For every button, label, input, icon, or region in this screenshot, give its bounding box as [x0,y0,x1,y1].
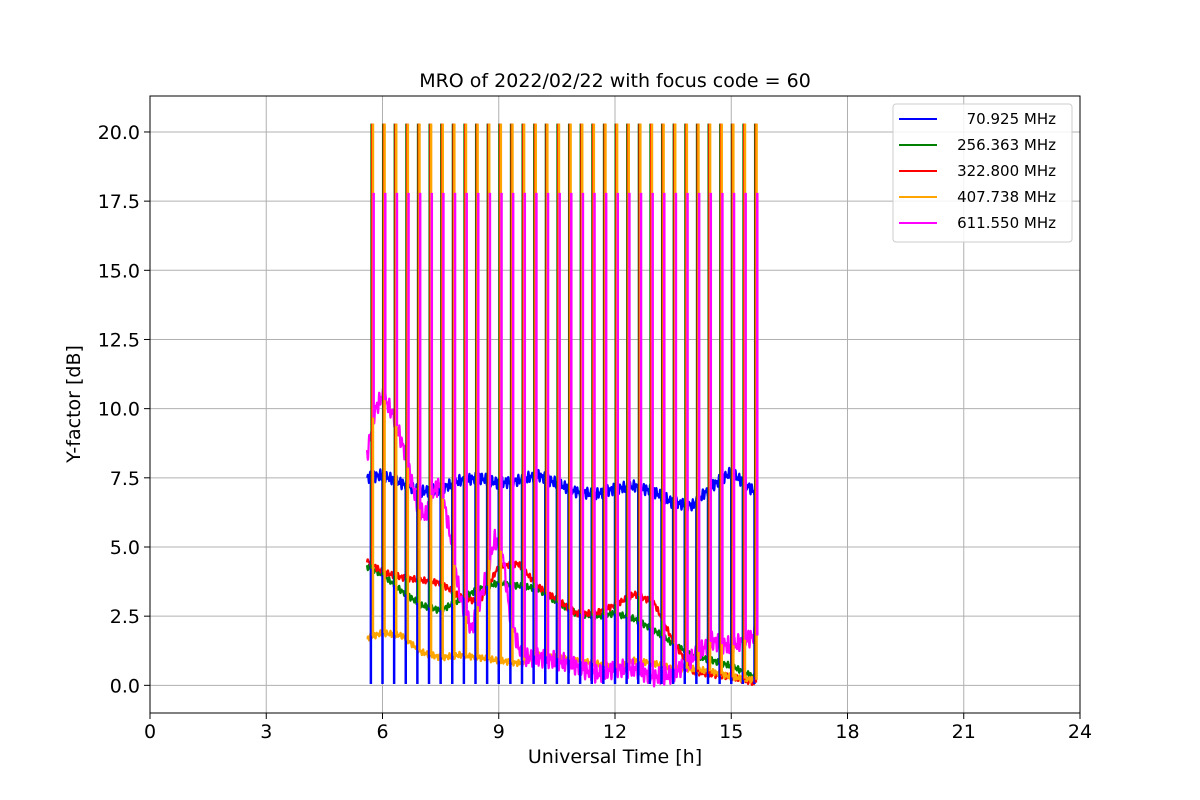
y-tick-label: 17.5 [98,191,140,213]
legend-frame [892,103,1073,243]
y-tick-label: 7.5 [110,468,140,490]
x-tick-label: 12 [603,721,627,743]
legend-entry-label: 322.800 MHz [957,162,1056,180]
x-tick-label: 6 [376,721,388,743]
y-tick-label: 2.5 [110,606,140,628]
legend-entry-label: 611.550 MHz [957,214,1056,232]
y-axis-label: Y-factor [dB] [63,345,85,464]
x-tick-label: 18 [835,721,859,743]
y-tick-label: 15.0 [98,260,140,282]
x-axis: 0 3 6 9 12 15 18 21 24 [144,713,1092,743]
legend-entry-label: 70.925 MHz [967,110,1056,128]
x-tick-label: 21 [952,721,976,743]
y-axis: 0.0 2.5 5.0 7.5 10.0 12.5 15.0 17.5 20.0 [98,122,150,697]
y-tick-label: 10.0 [98,399,140,421]
y-tick-label: 5.0 [110,537,140,559]
legend: 70.925 MHz 256.363 MHz 322.800 MHz 407.738 … [892,103,1073,243]
x-axis-label: Universal Time [h] [528,746,702,768]
x-tick-label: 15 [719,721,743,743]
x-tick-label: 9 [493,721,505,743]
x-tick-label: 24 [1068,721,1092,743]
x-tick-label: 3 [260,721,272,743]
legend-entry-label: 407.738 MHz [957,188,1056,206]
y-tick-label: 12.5 [98,329,140,351]
x-tick-label: 0 [144,721,156,743]
y-tick-label: 20.0 [98,122,140,144]
y-tick-label: 0.0 [110,675,140,697]
data-layer [365,123,759,688]
legend-entry-label: 256.363 MHz [957,136,1056,154]
chart-title: MRO of 2022/02/22 with focus code = 60 [419,70,811,92]
